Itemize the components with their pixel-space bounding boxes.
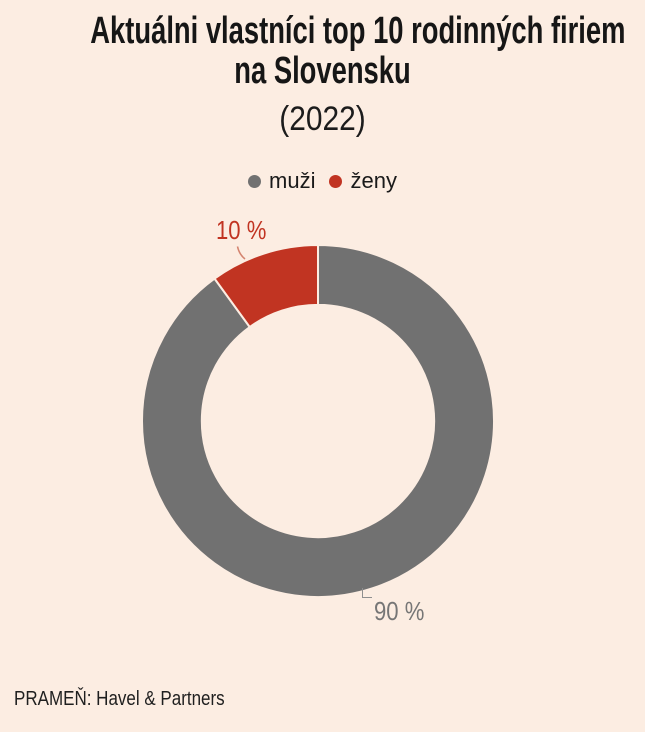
chart-subtitle: (2022)	[279, 100, 366, 138]
legend-item-zeny: ženy	[329, 167, 397, 195]
legend-item-muzi: muži	[248, 167, 315, 195]
chart-title-line-1: Aktuálni vlastníci top 10 rodinných firi…	[90, 10, 626, 52]
chart-title-line-2: na Slovensku	[234, 50, 411, 92]
source-note: PRAMEŇ: Havel & Partners	[14, 688, 225, 710]
slice-label-muzi: 90 %	[374, 596, 425, 626]
legend-swatch-zeny-icon	[329, 174, 343, 188]
donut-chart	[140, 243, 496, 599]
donut-chart-svg	[141, 243, 495, 598]
donut-slice-zeny	[213, 243, 319, 329]
chart-title: Aktuálni vlastníci top 10 rodinných firi…	[0, 11, 645, 91]
legend-label-muzi: muži	[269, 168, 316, 193]
chart-legend: muži ženy	[0, 167, 645, 195]
donut-slice-muzi	[141, 243, 495, 598]
legend-label-zeny: ženy	[350, 168, 397, 193]
leader-line-zeny	[236, 246, 246, 260]
slice-label-zeny: 10 %	[216, 215, 267, 245]
legend-swatch-muzi-icon	[248, 174, 262, 188]
leader-line-muzi	[362, 588, 372, 598]
